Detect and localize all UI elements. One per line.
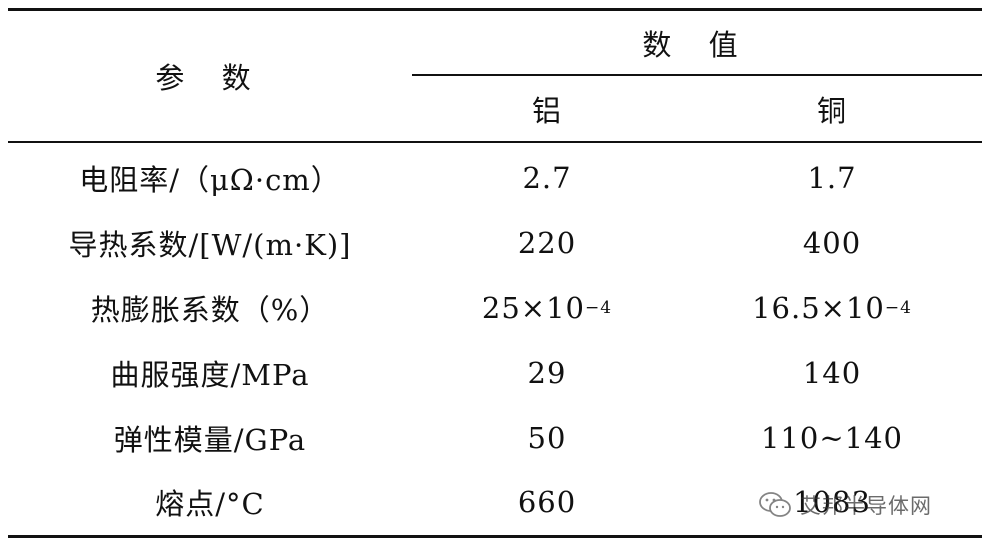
row-modulus-al: 50: [527, 421, 567, 455]
row-melting-al: 660: [517, 485, 577, 519]
row-expansion-al: 25×10 −4: [481, 291, 613, 325]
expansion-cu-base: 16.5×10: [752, 291, 885, 325]
wechat-icon: [759, 492, 791, 517]
row-yield-cu: 140: [802, 356, 862, 390]
header-value: 数 值: [642, 27, 752, 62]
header-sub-rule: [412, 74, 982, 76]
row-resistivity-al: 2.7: [522, 161, 572, 195]
row-expansion-cu: 16.5×10 −4: [752, 291, 912, 325]
table-top-rule: [8, 8, 982, 11]
header-param: 参 数: [155, 61, 265, 95]
row-resistivity-cu: 1.7: [807, 161, 857, 195]
table-bottom-rule: [8, 535, 982, 538]
watermark-text: 艾邦半导体网: [800, 494, 932, 518]
row-conductivity-cu: 400: [802, 226, 862, 260]
row-modulus-cu: 110~140: [760, 421, 903, 455]
row-expansion-param: 热膨胀系数（%）: [90, 293, 330, 327]
row-conductivity-al: 220: [517, 226, 577, 260]
watermark: 艾邦半导体网: [758, 486, 970, 524]
row-conductivity-param: 导热系数/[W/(m·K)]: [68, 228, 352, 262]
row-modulus-param: 弹性模量/GPa: [113, 423, 307, 457]
row-yield-param: 曲服强度/MPa: [110, 358, 310, 392]
row-melting-param: 熔点/°C: [155, 487, 265, 521]
header-copper: 铜: [816, 93, 847, 128]
row-yield-al: 29: [527, 356, 567, 390]
row-melting-cu: 1083: [793, 485, 871, 519]
expansion-al-base: 25×10: [481, 291, 586, 325]
header-aluminum: 铝: [531, 93, 562, 128]
table-header-rule: [8, 141, 982, 143]
row-resistivity-param: 电阻率/（μΩ·cm）: [79, 163, 341, 197]
